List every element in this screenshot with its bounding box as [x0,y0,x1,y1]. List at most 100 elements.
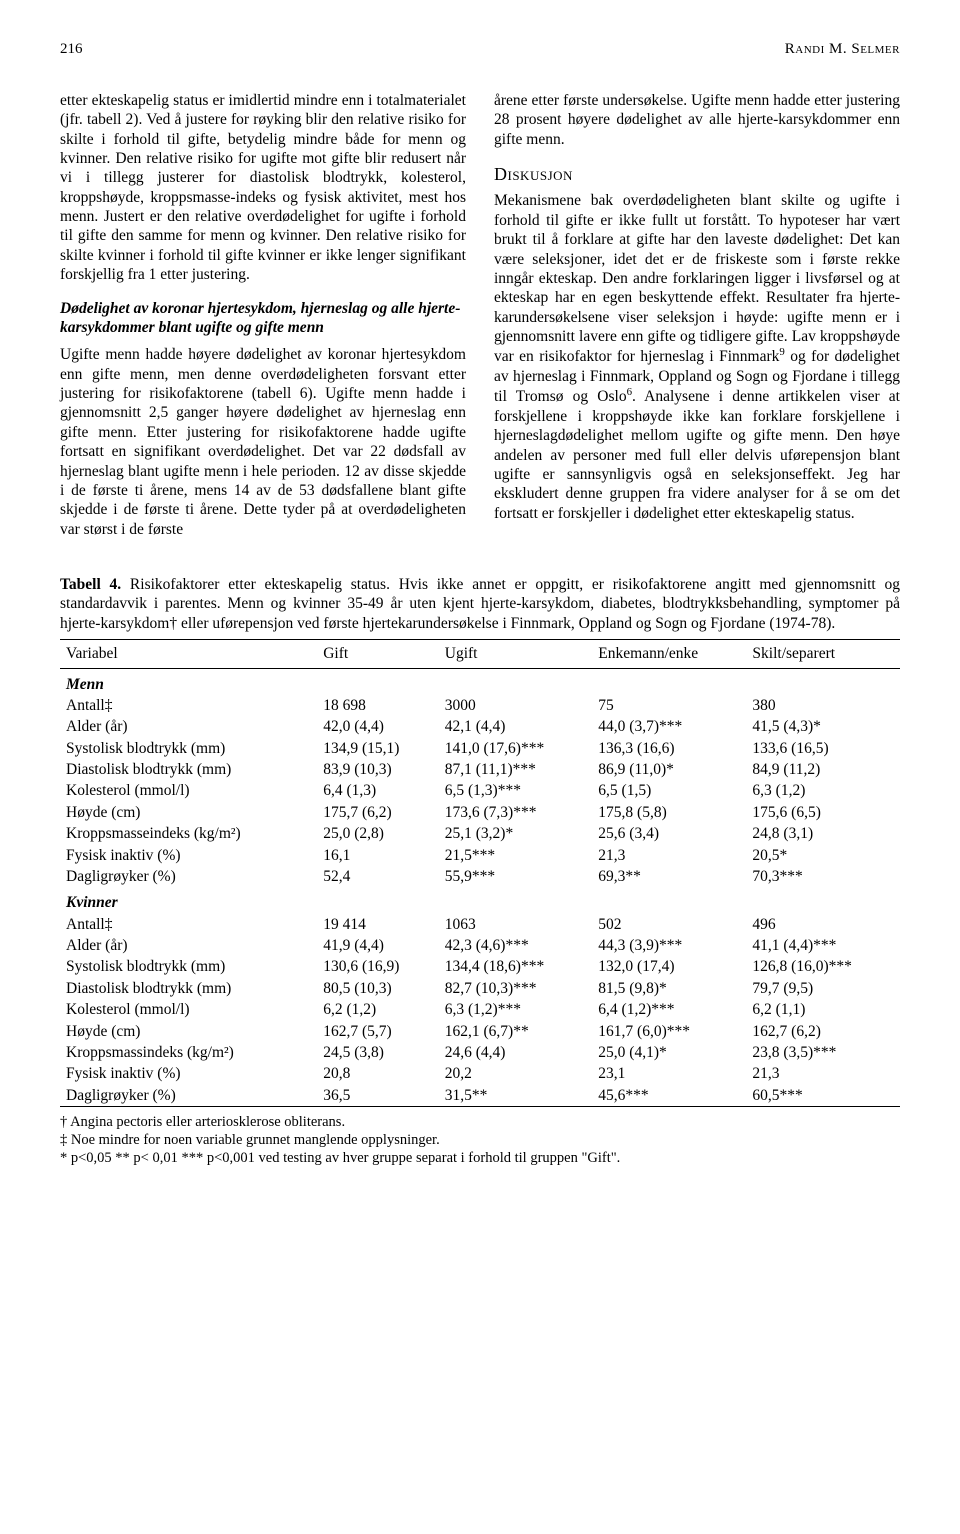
table-row: Fysisk inaktiv (%)16,121,5***21,320,5* [60,845,900,866]
table-cell: 133,6 (16,5) [746,738,900,759]
table-cell: 31,5** [439,1085,593,1107]
table-cell: 161,7 (6,0)*** [592,1021,746,1042]
table-row: Systolisk blodtrykk (mm)134,9 (15,1)141,… [60,738,900,759]
table-cell: 42,1 (4,4) [439,716,593,737]
table-cell: 136,3 (16,6) [592,738,746,759]
right-p1: årene etter første undersøkelse. Ugifte … [494,91,900,149]
table-cell: 134,9 (15,1) [317,738,439,759]
table-cell: 25,1 (3,2)* [439,823,593,844]
table-cell: 126,8 (16,0)*** [746,956,900,977]
right-p2: Mekanismene bak overdødeligheten blant s… [494,191,900,523]
table-row: Høyde (cm)162,7 (5,7)162,1 (6,7)**161,7 … [60,1021,900,1042]
table-cell: 41,9 (4,4) [317,935,439,956]
table-cell: 162,7 (5,7) [317,1021,439,1042]
table-col-header: Variabel [60,640,317,668]
table-cell: 24,8 (3,1) [746,823,900,844]
table-cell: 79,7 (9,5) [746,978,900,999]
table-group-label: Menn [60,668,900,695]
table-col-header: Gift [317,640,439,668]
table-cell: 83,9 (10,3) [317,759,439,780]
table-row-label: Antall‡ [60,695,317,716]
table-row: Fysisk inaktiv (%)20,820,223,121,3 [60,1063,900,1084]
table-cell: 175,8 (5,8) [592,802,746,823]
table-cell: 44,0 (3,7)*** [592,716,746,737]
table-footnote: * p<0,05 ** p< 0,01 *** p<0,001 ved test… [60,1149,900,1167]
table-cell: 6,5 (1,3)*** [439,780,593,801]
table-row: Høyde (cm)175,7 (6,2)173,6 (7,3)***175,8… [60,802,900,823]
table-caption: Tabell 4. Risikofaktorer etter ekteskape… [60,575,900,633]
table-cell: 23,1 [592,1063,746,1084]
table-row: Kolesterol (mmol/l)6,4 (1,3)6,5 (1,3)***… [60,780,900,801]
table-cell: 21,3 [592,845,746,866]
table-row: Antall‡19 4141063502496 [60,914,900,935]
table-cell: 132,0 (17,4) [592,956,746,977]
table-row: Antall‡18 698300075380 [60,695,900,716]
left-p1: etter ekteskapelig status er imidlertid … [60,91,466,285]
table-cell: 1063 [439,914,593,935]
table-row-label: Systolisk blodtrykk (mm) [60,738,317,759]
table-footnotes: † Angina pectoris eller arteriosklerose … [60,1113,900,1167]
table-row-label: Diastolisk blodtrykk (mm) [60,759,317,780]
table-row-label: Høyde (cm) [60,1021,317,1042]
right-column: årene etter første undersøkelse. Ugifte … [494,91,900,539]
table-cell: 175,6 (6,5) [746,802,900,823]
table-row: Dagligrøyker (%)36,531,5**45,6***60,5*** [60,1085,900,1107]
table-cell: 86,9 (11,0)* [592,759,746,780]
table-row-label: Høyde (cm) [60,802,317,823]
table-row-label: Alder (år) [60,716,317,737]
body-columns: etter ekteskapelig status er imidlertid … [60,91,900,539]
table-block: Tabell 4. Risikofaktorer etter ekteskape… [60,575,900,1167]
table-caption-label: Tabell 4. [60,576,121,593]
table-row: Alder (år)42,0 (4,4)42,1 (4,4)44,0 (3,7)… [60,716,900,737]
table-cell: 21,3 [746,1063,900,1084]
table-cell: 173,6 (7,3)*** [439,802,593,823]
table-cell: 6,3 (1,2) [746,780,900,801]
table-row-label: Dagligrøyker (%) [60,1085,317,1107]
table-cell: 141,0 (17,6)*** [439,738,593,759]
table-cell: 36,5 [317,1085,439,1107]
table-col-header: Enkemann/enke [592,640,746,668]
table-cell: 69,3** [592,866,746,887]
table-cell: 42,0 (4,4) [317,716,439,737]
table-cell: 81,5 (9,8)* [592,978,746,999]
table-col-header: Skilt/separert [746,640,900,668]
table-caption-text: Risikofaktorer etter ekteskapelig status… [60,576,900,632]
table-cell: 44,3 (3,9)*** [592,935,746,956]
table-row: Kolesterol (mmol/l)6,2 (1,2)6,3 (1,2)***… [60,999,900,1020]
table-cell: 496 [746,914,900,935]
risk-factor-table: VariabelGiftUgiftEnkemann/enkeSkilt/sepa… [60,639,900,1107]
right-p2c: . Analysene i denne artikkelen viser at … [494,388,900,521]
table-cell: 52,4 [317,866,439,887]
table-group-row: Menn [60,668,900,695]
table-row-label: Systolisk blodtrykk (mm) [60,956,317,977]
table-cell: 20,8 [317,1063,439,1084]
section-title-diskusjon: Diskusjon [494,163,900,186]
table-footnote: † Angina pectoris eller arteriosklerose … [60,1113,900,1131]
table-cell: 6,4 (1,2)*** [592,999,746,1020]
running-head: Randi M. Selmer [785,40,900,59]
table-cell: 6,4 (1,3) [317,780,439,801]
table-cell: 380 [746,695,900,716]
table-row: Dagligrøyker (%)52,455,9***69,3**70,3*** [60,866,900,887]
table-row: Diastolisk blodtrykk (mm)83,9 (10,3)87,1… [60,759,900,780]
table-row-label: Diastolisk blodtrykk (mm) [60,978,317,999]
table-cell: 502 [592,914,746,935]
table-row: Kroppsmasseindeks (kg/m²)25,0 (2,8)25,1 … [60,823,900,844]
table-footnote: ‡ Noe mindre for noen variable grunnet m… [60,1131,900,1149]
table-cell: 20,2 [439,1063,593,1084]
table-cell: 25,0 (2,8) [317,823,439,844]
table-row-label: Kroppsmasseindeks (kg/m²) [60,823,317,844]
page-header: 216 Randi M. Selmer [60,40,900,59]
table-group-row: Kvinner [60,887,900,913]
table-row-label: Fysisk inaktiv (%) [60,845,317,866]
table-cell: 6,5 (1,5) [592,780,746,801]
table-cell: 175,7 (6,2) [317,802,439,823]
table-cell: 45,6*** [592,1085,746,1107]
table-cell: 75 [592,695,746,716]
table-header-row: VariabelGiftUgiftEnkemann/enkeSkilt/sepa… [60,640,900,668]
table-row: Kroppsmassindeks (kg/m²)24,5 (3,8)24,6 (… [60,1042,900,1063]
table-cell: 80,5 (10,3) [317,978,439,999]
right-p2a: Mekanismene bak overdødeligheten blant s… [494,192,900,365]
left-subhead: Dødelighet av koronar hjertesykdom, hjer… [60,299,466,338]
table-cell: 24,5 (3,8) [317,1042,439,1063]
